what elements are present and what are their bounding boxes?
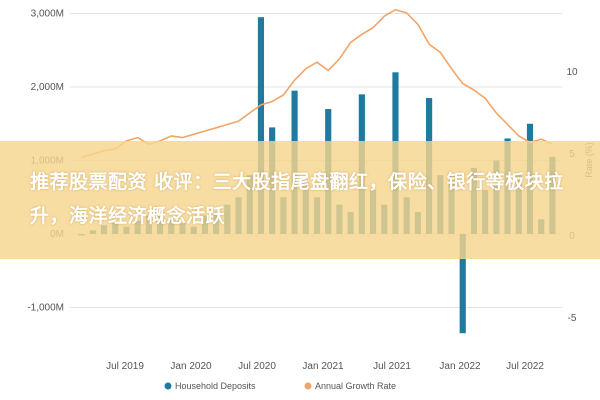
legend-label: Annual Growth Rate	[315, 381, 396, 391]
legend-marker-deposits	[164, 382, 172, 390]
legend-label: Household Deposits	[175, 381, 256, 391]
line-series-annual-growth-rate	[81, 8, 553, 159]
x-axis: Jul 2019 Jan 2020 Jul 2020 Jan 2021 Jul 2021…	[106, 361, 544, 372]
headline-text[interactable]: 推荐股票配资 收评：三大股指尾盘翻红，保险、银行等板块拉升，海洋经济概念活跃	[30, 171, 564, 227]
y-left-tick-label: 2,000M	[31, 82, 64, 93]
x-tick-label: Jan 2022	[439, 361, 481, 372]
x-tick-label: Jul 2022	[506, 361, 544, 372]
growth-rate-line	[81, 8, 553, 159]
y-left-tick-label: -1,000M	[27, 303, 64, 314]
legend: Household Deposits Annual Growth Rate	[164, 381, 396, 391]
bar	[459, 234, 466, 334]
y-right-tick-label: 10	[566, 67, 578, 78]
bar	[257, 17, 265, 234]
legend-marker-rate	[304, 382, 312, 390]
x-tick-label: Jan 2021	[302, 361, 344, 372]
x-tick-label: Jul 2019	[106, 361, 144, 372]
headline-banner	[0, 141, 600, 259]
y-left-tick-label: 3,000M	[31, 9, 64, 20]
x-tick-label: Jan 2020	[170, 361, 212, 372]
x-tick-label: Jul 2021	[373, 361, 411, 372]
y-right-tick-label: -5	[568, 313, 577, 324]
x-tick-label: Jul 2020	[238, 361, 276, 372]
